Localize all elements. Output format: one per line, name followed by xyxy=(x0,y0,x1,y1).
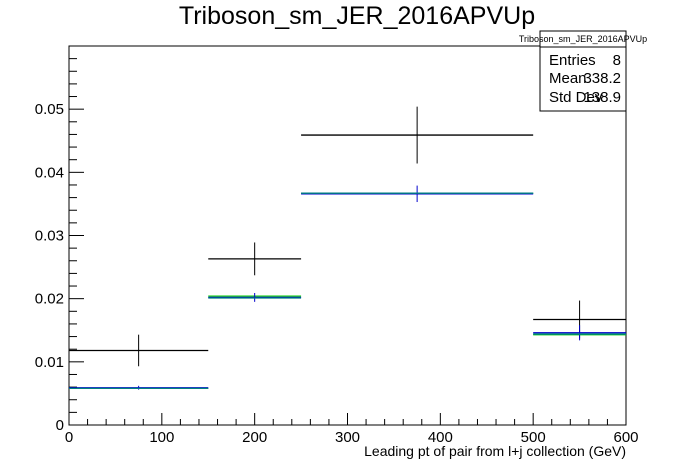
y-tick-label: 0 xyxy=(56,417,64,434)
x-tick-label: 500 xyxy=(521,429,546,446)
x-tick-label: 600 xyxy=(613,429,638,446)
x-axis: 0 100 200 300 400 500 600 xyxy=(65,413,639,446)
stats-entries-label: Entries xyxy=(549,52,596,69)
y-tick-label: 0.05 xyxy=(35,101,64,118)
series-3 xyxy=(69,192,626,390)
stats-box-frame xyxy=(539,30,627,112)
y-tick-label: 0.02 xyxy=(35,291,64,308)
y-axis: 0 0.01 0.02 0.03 0.04 0.05 xyxy=(35,45,84,434)
x-axis-label: Leading pt of pair from l+j collection (… xyxy=(364,443,626,459)
x-tick-label: 0 xyxy=(65,429,73,446)
series-2 xyxy=(69,185,626,390)
series-layer xyxy=(69,106,626,390)
y-tick-label: 0.03 xyxy=(35,228,64,245)
series-0 xyxy=(69,106,626,367)
x-tick-label: 200 xyxy=(242,429,267,446)
stats-entries-value: 8 xyxy=(613,52,621,69)
stats-stddev-label: Std Dev xyxy=(549,89,603,106)
x-tick-label: 400 xyxy=(428,429,453,446)
chart-title: Triboson_sm_JER_2016APVUp xyxy=(179,2,535,30)
x-tick-label: 300 xyxy=(335,429,360,446)
stats-mean-label: Mean xyxy=(549,70,587,87)
stats-box: Triboson_sm_JER_2016APVUp Entries 8 Mean… xyxy=(519,30,647,112)
x-tick-label: 100 xyxy=(149,429,174,446)
y-tick-label: 0.01 xyxy=(35,354,64,371)
stats-stddev-value: 138.9 xyxy=(583,89,621,106)
stats-box-title: Triboson_sm_JER_2016APVUp xyxy=(519,34,647,44)
y-tick-label: 0.04 xyxy=(35,164,64,181)
series-1 xyxy=(69,192,626,390)
stats-mean-value: 338.2 xyxy=(583,70,621,87)
